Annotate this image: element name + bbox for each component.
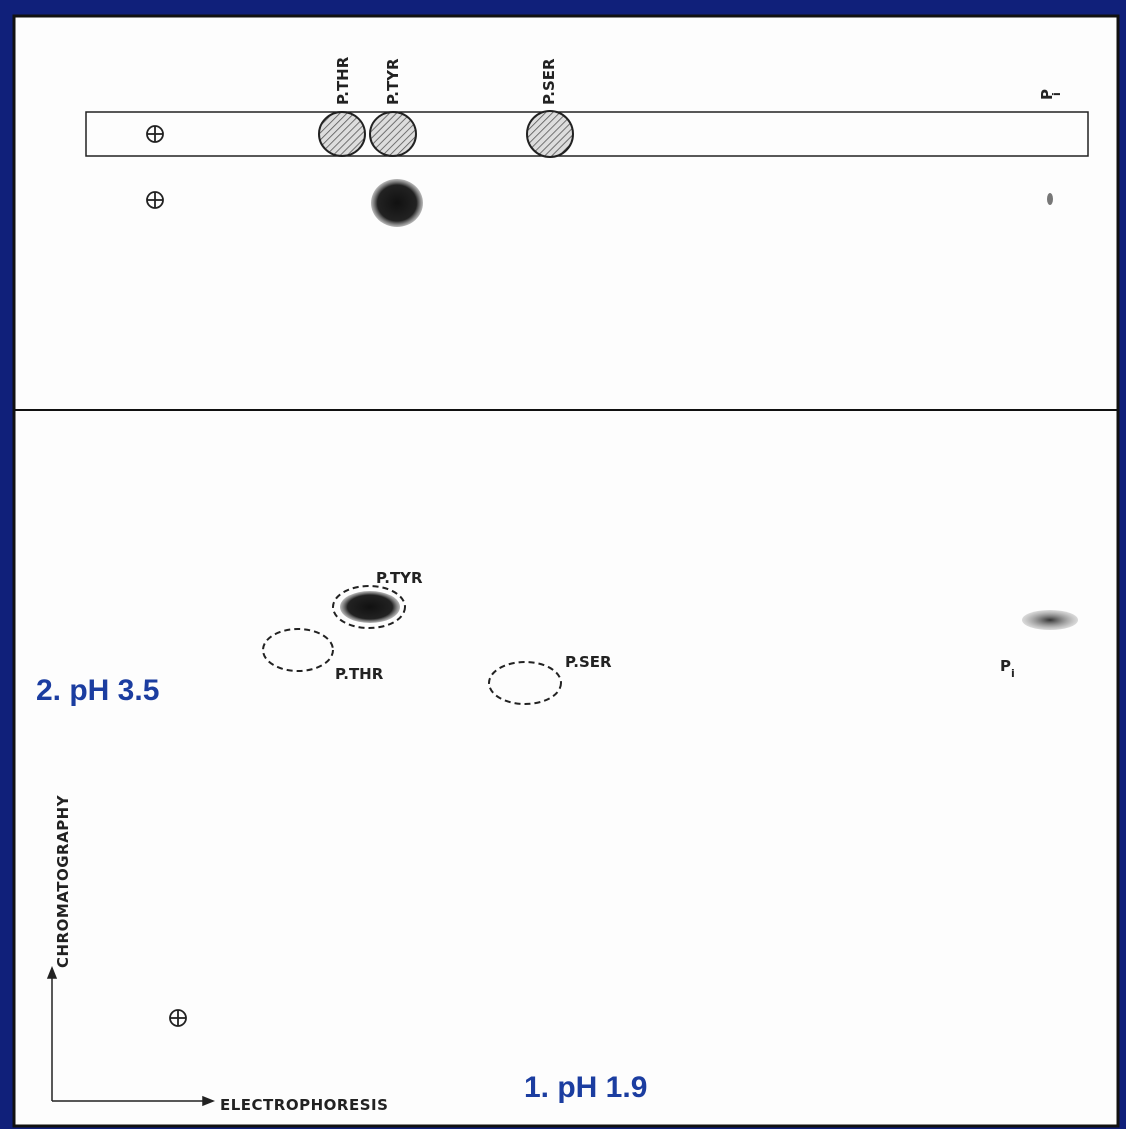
hatched-spot <box>527 111 573 157</box>
x-axis-label: ELECTROPHORESIS <box>220 1096 388 1114</box>
radioactive-spot <box>371 179 423 227</box>
faint-spot <box>1047 193 1053 205</box>
annotation: 1. pH 1.9 <box>524 1071 647 1104</box>
spot-label-subscript: i <box>1050 92 1063 96</box>
radioactive-spot <box>340 591 400 623</box>
figure-panel <box>14 16 1118 1126</box>
spot-label: P.TYR <box>376 569 423 587</box>
spot-label: P.TYR <box>384 58 402 105</box>
spot-label: P.SER <box>565 653 612 671</box>
spot-label: P <box>1000 657 1011 675</box>
radioactive-spot <box>1022 610 1078 630</box>
page: P.THR P.TYR P.SER P i P.TYR P.THR P.SER … <box>0 0 1126 1129</box>
spot-label-subscript: i <box>1011 667 1015 680</box>
hatched-spot <box>319 112 365 156</box>
annotation: 2. pH 3.5 <box>36 674 159 707</box>
spot-label: P.SER <box>540 58 558 105</box>
slide: P.THR P.TYR P.SER P i P.TYR P.THR P.SER … <box>0 0 1126 1129</box>
origin-mark <box>170 1010 186 1026</box>
spot-label: P.THR <box>334 56 352 105</box>
spot-label: P.THR <box>335 665 384 683</box>
y-axis-label: CHROMATOGRAPHY <box>54 794 72 968</box>
hatched-spot <box>370 112 416 156</box>
